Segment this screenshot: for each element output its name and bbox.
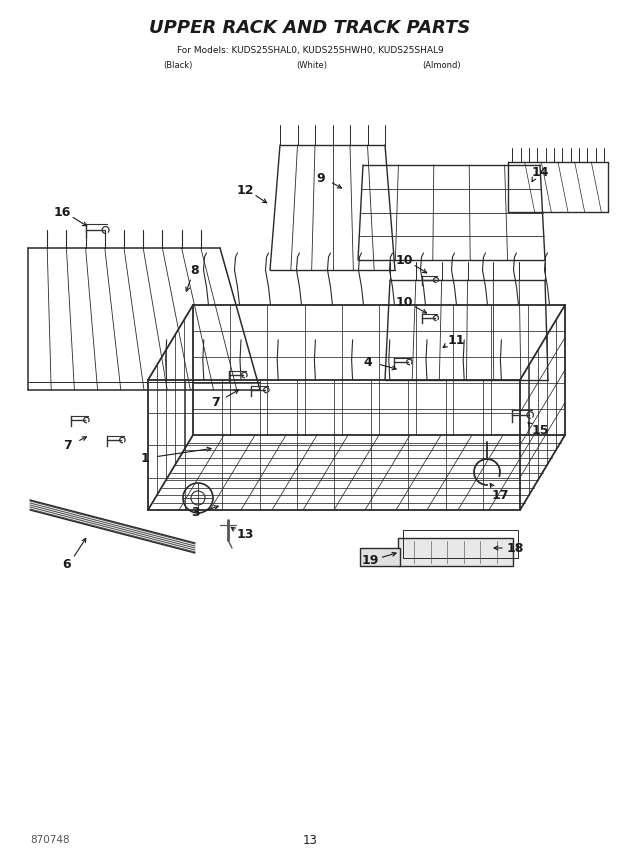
- Bar: [398, 538, 513, 566]
- Text: 1: 1: [141, 451, 149, 465]
- Text: 10: 10: [396, 295, 413, 308]
- Text: 3: 3: [191, 507, 199, 520]
- Text: 9: 9: [317, 171, 326, 185]
- Text: 4: 4: [363, 355, 373, 368]
- Bar: [403, 530, 518, 558]
- Text: 12: 12: [236, 183, 254, 197]
- Text: UPPER RACK AND TRACK PARTS: UPPER RACK AND TRACK PARTS: [149, 19, 471, 37]
- Text: 8: 8: [191, 264, 199, 276]
- Text: 870748: 870748: [30, 835, 69, 845]
- Text: 11: 11: [447, 334, 465, 347]
- Text: 7: 7: [64, 438, 73, 451]
- Text: 13: 13: [303, 834, 317, 847]
- Text: 13: 13: [236, 528, 254, 542]
- Text: (White): (White): [296, 61, 327, 69]
- Text: For Models: KUDS25SHAL0, KUDS25SHWH0, KUDS25SHAL9: For Models: KUDS25SHAL0, KUDS25SHWH0, KU…: [177, 45, 443, 55]
- Text: 15: 15: [531, 424, 549, 437]
- Text: 10: 10: [396, 253, 413, 266]
- Text: 7: 7: [211, 395, 219, 408]
- Bar: [360, 548, 400, 566]
- Text: 19: 19: [361, 554, 379, 567]
- Text: 16: 16: [53, 205, 71, 218]
- Text: 17: 17: [491, 489, 509, 502]
- Text: 6: 6: [63, 558, 71, 572]
- Text: (Almond): (Almond): [423, 61, 461, 69]
- Text: 14: 14: [531, 165, 549, 179]
- Text: (Black): (Black): [163, 61, 193, 69]
- Text: 18: 18: [507, 542, 524, 555]
